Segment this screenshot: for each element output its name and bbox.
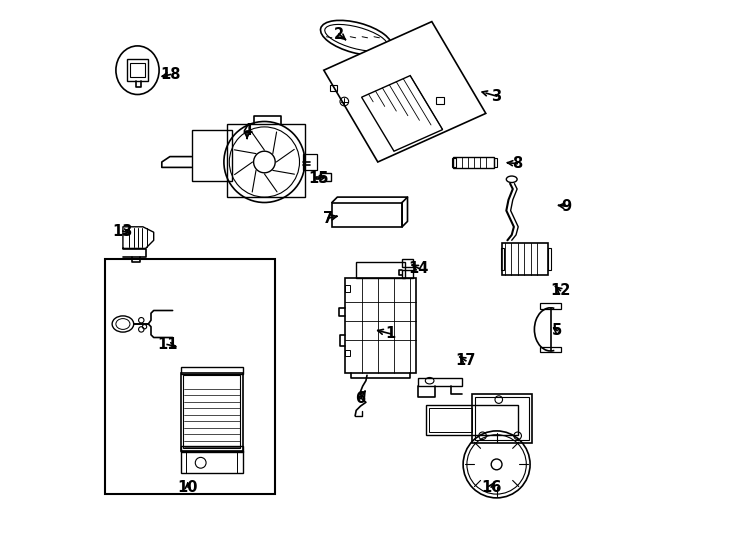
Text: 18: 18 (160, 67, 181, 82)
Text: 9: 9 (562, 199, 572, 214)
Bar (539, 303, 562, 309)
Bar (501, 248, 504, 270)
Polygon shape (362, 76, 443, 151)
Bar (346, 285, 349, 292)
Bar (181, 446, 243, 452)
Bar (539, 347, 562, 352)
Text: 12: 12 (550, 283, 570, 298)
Bar (181, 373, 243, 451)
Bar (192, 130, 232, 181)
Text: 3: 3 (492, 89, 501, 104)
Bar (475, 397, 529, 440)
Bar (402, 270, 413, 278)
Text: 11: 11 (157, 337, 178, 352)
Bar (330, 85, 337, 91)
Text: 8: 8 (512, 156, 523, 171)
Bar (418, 378, 462, 386)
Bar (426, 405, 518, 435)
Text: 2: 2 (334, 26, 344, 42)
Bar (184, 375, 240, 448)
Text: 17: 17 (456, 353, 476, 368)
Bar (332, 202, 402, 227)
Bar (356, 262, 404, 278)
Bar (494, 158, 497, 167)
Bar (402, 259, 413, 267)
Bar (181, 451, 243, 472)
Text: 16: 16 (481, 480, 501, 495)
Bar (472, 394, 531, 443)
Text: 6: 6 (355, 391, 366, 406)
Text: 13: 13 (113, 224, 133, 239)
Bar (454, 157, 494, 168)
Polygon shape (324, 22, 486, 162)
Bar (227, 124, 305, 197)
Bar (502, 243, 548, 275)
Bar (131, 63, 145, 77)
Bar (346, 278, 415, 373)
Bar (320, 173, 331, 181)
Bar (436, 97, 444, 104)
Text: 15: 15 (308, 171, 329, 186)
Text: 5: 5 (552, 323, 562, 338)
Bar (346, 350, 349, 356)
Bar (303, 154, 317, 170)
Bar (181, 367, 243, 374)
Text: 4: 4 (242, 123, 252, 138)
Text: 10: 10 (178, 480, 198, 495)
Bar (548, 248, 551, 270)
Text: 7: 7 (323, 211, 333, 226)
Text: 14: 14 (409, 261, 429, 276)
Text: 1: 1 (385, 326, 396, 341)
Bar (429, 408, 472, 432)
Bar (452, 158, 456, 167)
Bar (127, 59, 148, 81)
Bar (105, 259, 275, 494)
